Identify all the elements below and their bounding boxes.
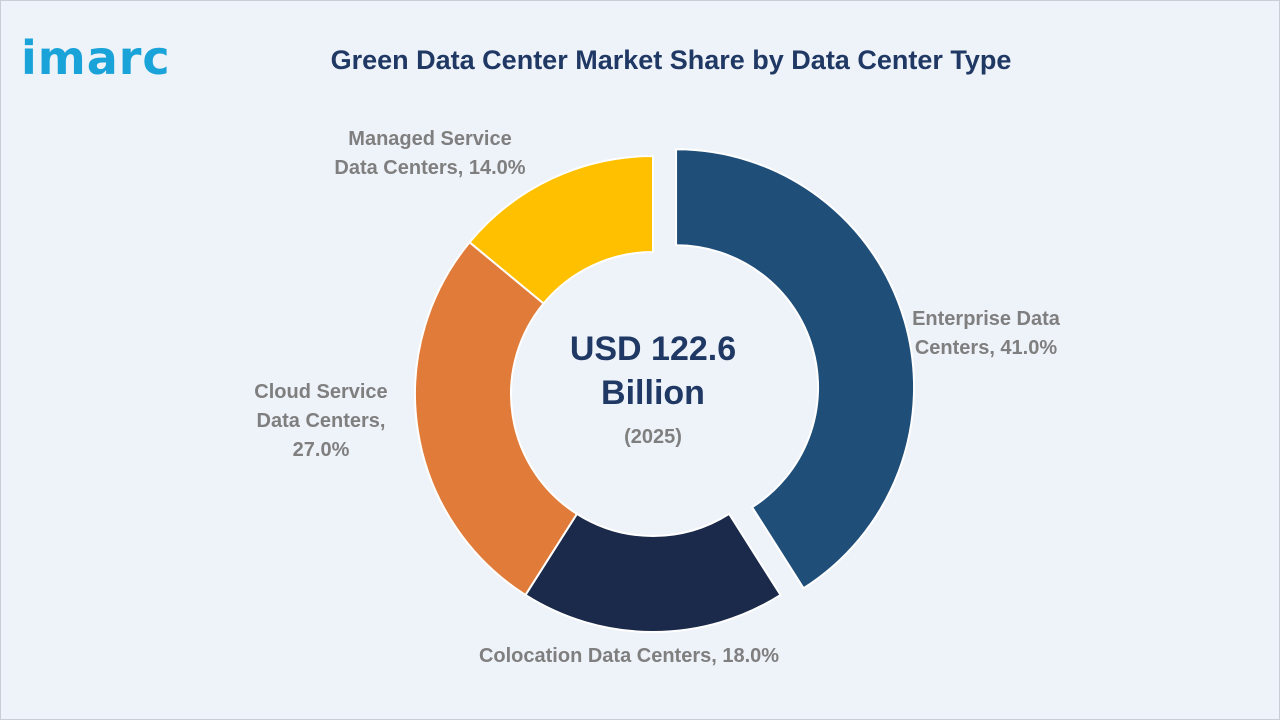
slice-label-colocation-data-centers: Colocation Data Centers, 18.0% [479, 645, 779, 667]
donut-slice-cloud-service-data-centers [414, 240, 579, 597]
slice-label-cloud-service-data-centers: Cloud Service Data Centers, 27.0% [254, 381, 387, 461]
donut-slice-enterprise-data-centers [675, 148, 916, 590]
imarc-logo: imarc [21, 31, 171, 85]
center-value-line1: USD 122.6 [570, 330, 736, 368]
center-value-line2: Billion [601, 374, 705, 412]
center-year: (2025) [624, 426, 682, 448]
slice-label-enterprise-data-centers: Enterprise Data Centers, 41.0% [912, 308, 1061, 359]
slice-label-managed-service-data-centers: Managed Service Data Centers, 14.0% [334, 128, 525, 179]
donut-slice-managed-service-data-centers [468, 154, 654, 305]
chart-title: Green Data Center Market Share by Data C… [330, 45, 1012, 75]
